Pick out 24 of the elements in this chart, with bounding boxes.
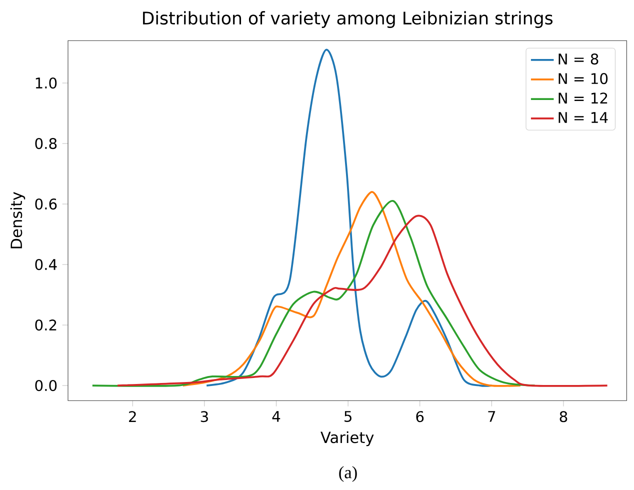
y-tick-label: 0.6 bbox=[35, 198, 57, 210]
x-tick-label: 7 bbox=[488, 411, 496, 422]
x-tick-label: 2 bbox=[129, 411, 136, 422]
x-tick-label: 8 bbox=[560, 411, 568, 422]
x-tick-label: 4 bbox=[272, 411, 280, 422]
y-tick-label: 0.0 bbox=[35, 380, 57, 392]
legend-label: N = 14 bbox=[558, 112, 608, 123]
line-series bbox=[91, 200, 536, 387]
x-axis-title: Variety bbox=[320, 431, 374, 446]
y-tick-label: 1.0 bbox=[36, 77, 57, 89]
y-axis-title: Density bbox=[10, 192, 26, 248]
legend-label: N = 12 bbox=[558, 92, 608, 104]
y-tick-label: 0.2 bbox=[35, 320, 56, 331]
legend-label: N = 10 bbox=[558, 73, 608, 84]
text: (a) bbox=[339, 466, 357, 482]
line-series bbox=[116, 215, 608, 387]
y-tick-label: 0.4 bbox=[35, 259, 57, 270]
legend-label: N = 8 bbox=[558, 53, 598, 65]
x-tick-label: 6 bbox=[416, 411, 424, 422]
line-series bbox=[182, 190, 522, 387]
x-tick-label: 5 bbox=[344, 411, 352, 422]
y-tick-label: 0.8 bbox=[35, 138, 57, 150]
x-tick-label: 3 bbox=[200, 411, 208, 422]
chart-title: Distribution of variety among Leibnizian strings bbox=[143, 11, 553, 28]
